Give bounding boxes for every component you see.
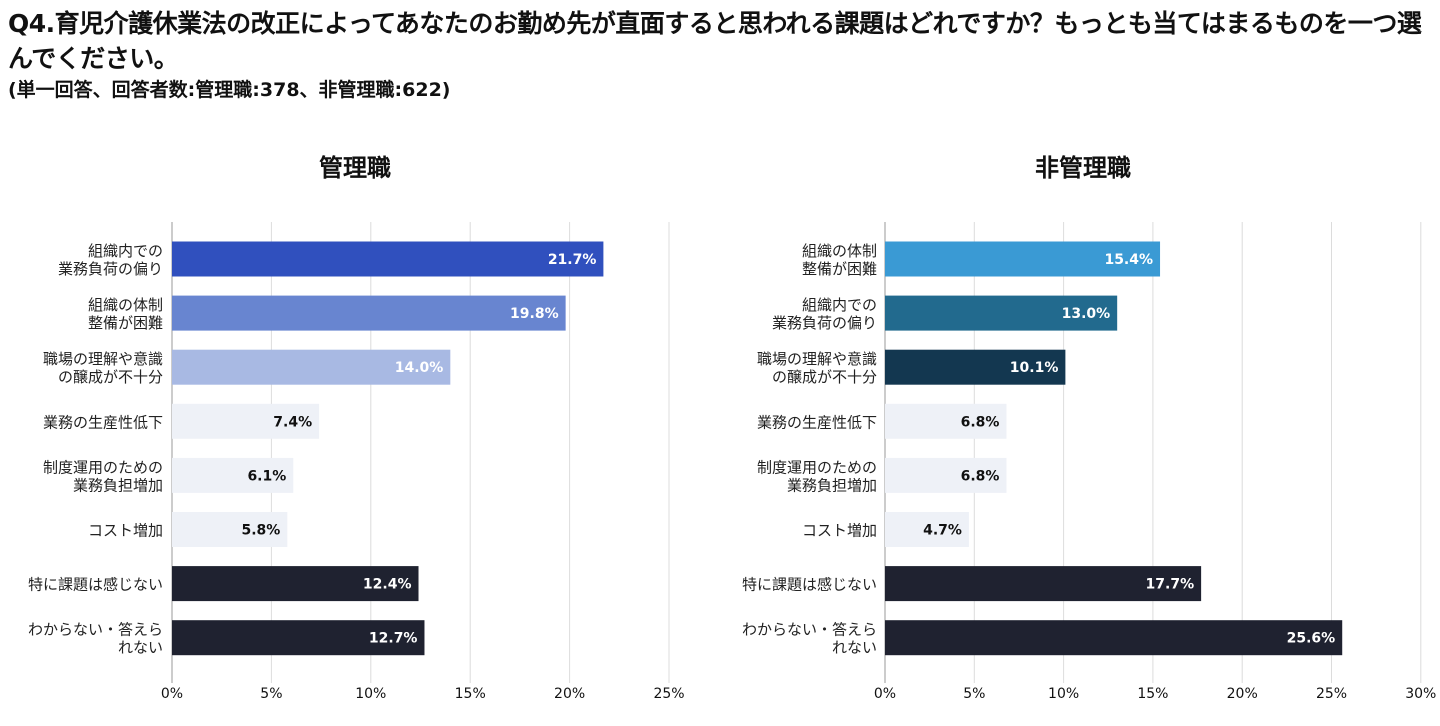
- category-label: 組織の体制: [88, 296, 163, 314]
- x-tick-label: 30%: [1405, 686, 1436, 702]
- bar-value-label: 15.4%: [1104, 252, 1153, 268]
- bar-value-label: 5.8%: [241, 523, 280, 539]
- x-tick-label: 0%: [874, 686, 896, 702]
- x-tick-label: 25%: [1316, 686, 1347, 702]
- chart-title: 非管理職: [1035, 154, 1131, 182]
- bar-value-label: 6.8%: [961, 468, 1000, 484]
- category-label: 業務負荷の偏り: [58, 260, 163, 278]
- question-title: Q4.育児介護休業法の改正によってあなたのお勤め先が直面すると思われる課題はどれ…: [8, 9, 1422, 73]
- category-label: コスト増加: [802, 522, 877, 540]
- bar-value-label: 17.7%: [1146, 577, 1195, 593]
- bar: [885, 620, 1343, 656]
- bar: [172, 457, 294, 493]
- category-label: 職場の理解や意識: [43, 350, 163, 368]
- category-label: 特に課題は感じない: [742, 576, 877, 594]
- category-label: 制度運用のための: [757, 458, 877, 476]
- respondent-count: (単一回答、回答者数:管理職:378、非管理職:622): [8, 79, 451, 101]
- x-tick-label: 20%: [554, 686, 585, 702]
- category-label: 職場の理解や意識: [757, 350, 877, 368]
- category-label: の醸成が不十分: [58, 368, 163, 386]
- category-label: わからない・答えら: [28, 621, 163, 639]
- x-tick-label: 20%: [1227, 686, 1258, 702]
- bar: [885, 566, 1202, 602]
- bar-value-label: 7.4%: [273, 414, 312, 430]
- bar: [885, 403, 1007, 439]
- category-label: 整備が困難: [802, 260, 877, 278]
- category-label: 業務の生産性低下: [757, 413, 877, 431]
- bar-value-label: 14.0%: [395, 360, 444, 376]
- category-label: 整備が困難: [88, 314, 163, 332]
- category-label: 組織内での: [802, 296, 877, 314]
- bar-value-label: 12.4%: [363, 577, 412, 593]
- category-label: 業務負担増加: [73, 476, 163, 494]
- category-label: 特に課題は感じない: [28, 576, 163, 594]
- category-label: 組織の体制: [802, 242, 877, 260]
- bar-value-label: 10.1%: [1010, 360, 1059, 376]
- category-label: れない: [832, 639, 877, 657]
- x-tick-label: 0%: [161, 686, 183, 702]
- bar: [885, 512, 969, 547]
- x-tick-label: 10%: [355, 686, 386, 702]
- bar: [172, 295, 566, 331]
- bar: [172, 349, 451, 385]
- category-label: 制度運用のための: [43, 458, 163, 476]
- bar-value-label: 19.8%: [510, 306, 559, 322]
- x-tick-label: 5%: [963, 686, 985, 702]
- bar-value-label: 6.1%: [247, 468, 286, 484]
- x-tick-label: 25%: [653, 686, 684, 702]
- x-tick-label: 15%: [1137, 686, 1168, 702]
- bar: [172, 403, 320, 439]
- bar: [172, 512, 288, 547]
- category-label: 組織内での: [88, 242, 163, 260]
- bar-value-label: 12.7%: [369, 631, 418, 647]
- bar-value-label: 13.0%: [1062, 306, 1111, 322]
- bar: [172, 620, 425, 656]
- bar: [172, 241, 604, 277]
- bar-value-label: 6.8%: [961, 414, 1000, 430]
- bar: [885, 457, 1007, 493]
- bar-value-label: 25.6%: [1287, 631, 1336, 647]
- bar: [172, 566, 419, 602]
- category-label: れない: [118, 639, 163, 657]
- category-label: わからない・答えら: [742, 621, 877, 639]
- category-label: 業務負担増加: [787, 476, 877, 494]
- category-label: の醸成が不十分: [772, 368, 877, 386]
- category-label: 業務負荷の偏り: [772, 314, 877, 332]
- chart-title: 管理職: [319, 154, 391, 182]
- category-label: 業務の生産性低下: [43, 413, 163, 431]
- bar: [885, 349, 1066, 385]
- x-tick-label: 15%: [455, 686, 486, 702]
- category-label: コスト増加: [88, 522, 163, 540]
- bar: [885, 295, 1118, 331]
- bar: [885, 241, 1161, 277]
- x-tick-label: 10%: [1048, 686, 1079, 702]
- x-tick-label: 5%: [260, 686, 282, 702]
- bar-value-label: 4.7%: [923, 523, 962, 539]
- bar-value-label: 21.7%: [548, 252, 597, 268]
